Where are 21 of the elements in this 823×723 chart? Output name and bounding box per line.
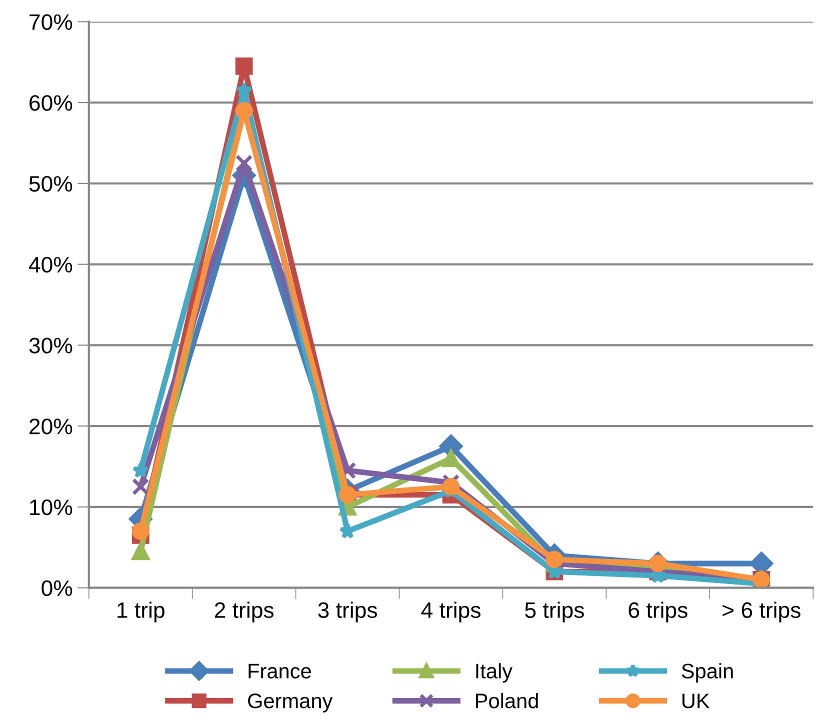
x-tick-label: 1 trip (118, 602, 164, 622)
legend-label: Spain (682, 663, 733, 683)
x-tick-label: 2 trips (214, 602, 274, 622)
y-tick-label: 30% (29, 338, 72, 354)
x-tick-label: 3 trips (318, 602, 377, 622)
y-tick-label: 10% (30, 499, 72, 516)
y-tick-label: 40% (28, 256, 72, 273)
x-tick-label: 4 trips (421, 602, 480, 622)
legend-label: Germany (248, 694, 333, 712)
x-tick-label: > 6 trips (722, 602, 800, 622)
y-tick-label: 0% (42, 580, 72, 596)
legend-label: France (248, 664, 311, 678)
y-tick-label: 20% (30, 418, 72, 434)
legend-label: Poland (476, 692, 538, 708)
x-tick-label: 6 trips (628, 602, 688, 622)
y-tick-label: 50% (29, 176, 72, 192)
y-tick-label: 60% (30, 95, 72, 111)
y-tick-label: 70% (30, 14, 72, 30)
legend-label: UK (682, 694, 710, 708)
x-tick-label: 5 trips (525, 602, 584, 622)
legend-label: Italy (476, 663, 513, 683)
